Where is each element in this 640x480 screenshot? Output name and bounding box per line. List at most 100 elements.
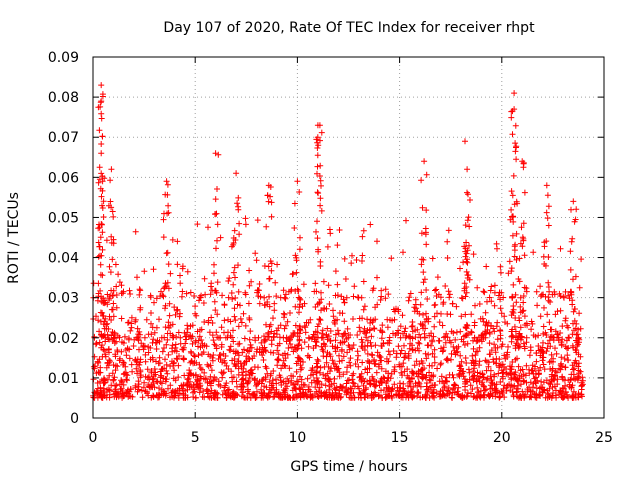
- data-point: [204, 361, 211, 368]
- data-point: [513, 156, 520, 163]
- x-tick-label: 10: [288, 430, 306, 446]
- data-point: [192, 394, 199, 401]
- data-point: [526, 352, 533, 359]
- data-point: [535, 371, 542, 378]
- data-point: [174, 387, 181, 394]
- data-point: [378, 378, 384, 385]
- data-point: [335, 330, 342, 337]
- data-point: [418, 230, 425, 237]
- data-point: [300, 359, 306, 365]
- data-point: [129, 368, 136, 375]
- data-point: [511, 90, 518, 97]
- data-point: [356, 324, 363, 331]
- data-point: [497, 296, 504, 303]
- data-point: [280, 310, 287, 317]
- data-point: [481, 289, 488, 296]
- data-point: [156, 316, 162, 323]
- data-point: [130, 343, 137, 349]
- data-point: [415, 390, 422, 397]
- data-point: [350, 370, 357, 377]
- data-point: [552, 311, 559, 318]
- data-point: [521, 345, 528, 352]
- data-point: [493, 323, 500, 330]
- data-point: [177, 272, 183, 279]
- data-point: [314, 145, 321, 151]
- data-point: [540, 349, 547, 356]
- data-point: [314, 356, 321, 363]
- data-point: [509, 192, 516, 199]
- data-point: [468, 311, 475, 318]
- data-point: [218, 369, 225, 376]
- data-point: [226, 346, 233, 353]
- data-point: [268, 337, 275, 344]
- data-point: [262, 363, 269, 370]
- data-point: [540, 323, 547, 330]
- data-point: [543, 377, 550, 384]
- data-point: [238, 319, 245, 326]
- data-point: [344, 377, 351, 384]
- data-point: [570, 198, 577, 205]
- data-point: [145, 382, 152, 388]
- data-point: [267, 193, 274, 200]
- data-point: [467, 197, 473, 203]
- data-point: [163, 341, 170, 348]
- data-point: [136, 286, 143, 293]
- data-point: [536, 385, 543, 392]
- data-point: [117, 386, 124, 393]
- data-point: [544, 192, 551, 199]
- data-point: [135, 383, 142, 390]
- data-point: [337, 339, 344, 346]
- data-point: [453, 349, 460, 356]
- data-point: [112, 382, 118, 389]
- data-point: [353, 257, 360, 263]
- data-point: [96, 328, 103, 335]
- data-point: [512, 369, 519, 376]
- data-point: [424, 342, 431, 349]
- data-point: [256, 281, 263, 287]
- data-point: [418, 256, 425, 263]
- data-point: [443, 378, 450, 385]
- data-point: [395, 327, 402, 334]
- data-point: [379, 394, 386, 401]
- data-point: [470, 368, 477, 375]
- data-point: [169, 342, 176, 349]
- data-point: [465, 214, 472, 221]
- data-point: [153, 295, 160, 302]
- data-point: [108, 166, 115, 173]
- data-point: [572, 376, 579, 383]
- data-point: [314, 380, 321, 387]
- data-point: [261, 336, 268, 343]
- data-point: [326, 301, 333, 307]
- data-point: [464, 217, 471, 224]
- data-point: [577, 368, 584, 375]
- data-point: [458, 313, 465, 320]
- data-point: [197, 385, 204, 392]
- data-point: [420, 269, 427, 276]
- data-point: [543, 348, 550, 355]
- data-point: [422, 391, 429, 398]
- data-point: [325, 363, 332, 370]
- data-point: [148, 331, 155, 338]
- data-point: [386, 337, 393, 344]
- data-point: [230, 338, 237, 345]
- data-point: [295, 294, 302, 301]
- data-point: [166, 300, 173, 307]
- data-point: [313, 364, 320, 371]
- data-point: [515, 394, 522, 401]
- data-point: [318, 334, 325, 341]
- data-point: [213, 345, 220, 352]
- data-point: [98, 141, 105, 147]
- data-point: [359, 359, 366, 366]
- data-point: [326, 391, 333, 398]
- data-point: [225, 329, 231, 336]
- data-point: [265, 198, 272, 205]
- data-point: [157, 379, 164, 386]
- data-point: [161, 345, 167, 351]
- data-point: [521, 313, 528, 320]
- data-point: [247, 328, 254, 335]
- data-point: [126, 355, 133, 362]
- data-point: [323, 353, 330, 360]
- data-point: [537, 313, 544, 320]
- data-point: [140, 344, 147, 350]
- data-point: [406, 345, 413, 352]
